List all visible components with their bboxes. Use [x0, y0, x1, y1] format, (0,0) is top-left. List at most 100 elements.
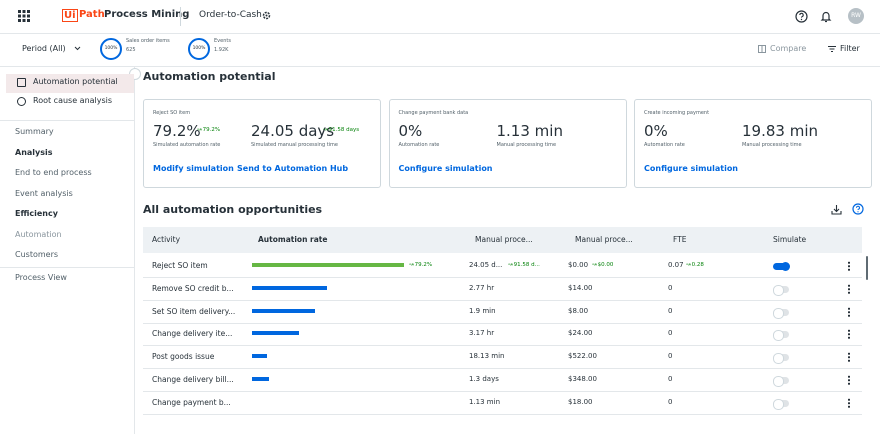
time: 24.05 d...	[469, 261, 503, 269]
time: 18.13 min	[469, 352, 505, 361]
row-menu[interactable]	[848, 352, 850, 363]
card-link[interactable]: Configure simulation	[398, 164, 493, 173]
metric-value: 0%	[644, 122, 668, 140]
simulate-toggle[interactable]	[773, 307, 789, 319]
nav-item[interactable]: Automation	[15, 229, 62, 239]
activity: Remove SO credit b...	[152, 283, 234, 293]
row-menu[interactable]	[848, 375, 850, 385]
card-link[interactable]: Modify simulation	[153, 164, 234, 173]
nav-item: Analysis	[15, 147, 53, 157]
toggle-knob	[773, 376, 784, 387]
download-icon[interactable]	[831, 204, 842, 215]
metric-value: 0%	[398, 122, 423, 140]
metric-value: 24.05 days	[251, 122, 335, 140]
time: 2.77 hr	[469, 283, 495, 292]
filter-button[interactable]: Filter	[840, 44, 860, 53]
toggle-knob	[773, 353, 784, 365]
simulate-toggle[interactable]	[773, 262, 790, 271]
simulate-toggle[interactable]	[773, 284, 789, 296]
settings-icon[interactable]	[262, 11, 271, 20]
column-header[interactable]: Manual proce...	[475, 235, 533, 244]
compare-icon	[758, 45, 766, 53]
row-menu[interactable]	[848, 261, 850, 271]
top-bar	[0, 0, 880, 34]
rate-bar	[252, 331, 300, 336]
fte: 0	[668, 283, 673, 292]
app-name[interactable]: Order-to-Cash	[199, 10, 262, 20]
cost: $0.00	[568, 261, 589, 269]
filter-icon	[828, 46, 836, 52]
card-title: Change payment bank data	[398, 110, 469, 116]
nav-item[interactable]: Customers	[15, 250, 59, 259]
divider	[180, 7, 181, 26]
table-help-icon[interactable]	[852, 203, 864, 215]
activity: Post goods issue	[152, 352, 215, 362]
simulate-toggle[interactable]	[773, 398, 789, 410]
card-link[interactable]: Configure simulation	[644, 164, 739, 173]
kpi-badge: 100%	[188, 38, 210, 60]
sidebar	[0, 66, 135, 434]
toggle-knob	[781, 262, 790, 271]
column-header[interactable]: FTE	[673, 235, 687, 244]
nav-icon	[17, 97, 26, 106]
compare-button[interactable]: Compare	[770, 44, 807, 53]
rate-bar	[252, 377, 270, 381]
row-divider	[143, 413, 862, 415]
row-menu[interactable]	[848, 397, 850, 408]
simulate-toggle[interactable]	[773, 353, 789, 365]
metric-delta: 79.2%	[197, 127, 220, 133]
nav-selected-bg	[6, 74, 134, 93]
nav-item[interactable]: Process View	[15, 273, 67, 282]
activity: Change delivery bill...	[152, 375, 234, 384]
row-divider	[143, 391, 862, 392]
column-header[interactable]: Activity	[152, 235, 181, 244]
card-link[interactable]: Send to Automation Hub	[237, 164, 349, 173]
column-header[interactable]: Simulate	[773, 235, 807, 244]
scrollbar[interactable]	[866, 256, 868, 280]
toggle-knob	[773, 398, 784, 410]
column-header[interactable]: Manual proce...	[575, 235, 633, 244]
simulate-toggle[interactable]	[773, 376, 789, 387]
nav-item[interactable]: Root cause analysis	[33, 96, 113, 105]
metric-label: Simulated automation rate	[153, 142, 221, 148]
kpi-label: Sales order items	[126, 38, 170, 44]
cost: $348.00	[568, 375, 597, 383]
nav-item[interactable]: Automation potential	[33, 77, 118, 86]
row-menu[interactable]	[848, 329, 850, 340]
time: 1.3 days	[469, 375, 499, 383]
row-menu[interactable]	[848, 283, 850, 294]
rate-bar	[252, 285, 327, 290]
simulate-toggle[interactable]	[773, 330, 789, 342]
row-menu[interactable]	[848, 306, 850, 317]
product-name: Process Mining	[104, 9, 190, 20]
kpi-label: Events	[214, 38, 231, 44]
row-divider	[143, 345, 862, 347]
fte-delta: 0.28	[686, 262, 704, 268]
nav-divider	[0, 120, 134, 121]
rate-bar	[252, 308, 316, 313]
table-title: All automation opportunities	[143, 203, 323, 216]
cost: $24.00	[568, 329, 593, 338]
logo-box: Ui	[62, 9, 78, 22]
metric-label: Automation rate	[398, 142, 440, 148]
nav-item[interactable]: Summary	[15, 127, 54, 136]
nav-item[interactable]: Event analysis	[15, 188, 73, 198]
fte: 0	[668, 352, 673, 361]
kpi-value: 625	[126, 47, 136, 53]
apps-icon[interactable]	[18, 10, 30, 22]
cost: $522.00	[568, 352, 597, 361]
row-divider	[143, 368, 862, 370]
row-divider	[143, 322, 862, 324]
metric-label: Automation rate	[644, 142, 685, 148]
period-select[interactable]: Period (All)	[22, 44, 66, 53]
nav-item[interactable]: End to end process	[15, 168, 92, 177]
user-avatar[interactable]: RW	[848, 8, 864, 24]
toggle-knob	[773, 330, 784, 342]
notifications-icon[interactable]	[820, 10, 832, 23]
activity: Change delivery ite...	[152, 329, 233, 339]
help-icon[interactable]	[795, 10, 808, 23]
fte: 0	[668, 397, 673, 406]
column-header[interactable]: Automation rate	[258, 235, 328, 244]
fte: 0	[668, 329, 673, 338]
nav-icon	[17, 78, 26, 87]
